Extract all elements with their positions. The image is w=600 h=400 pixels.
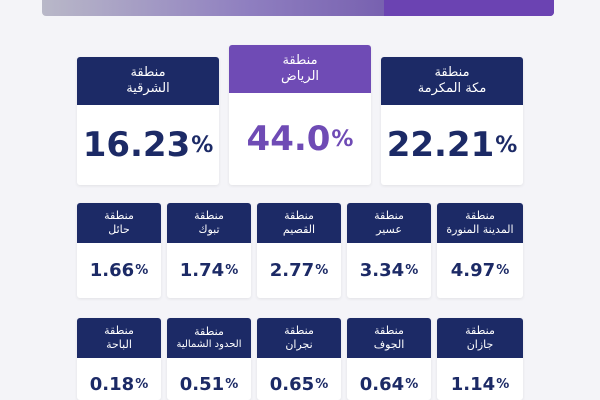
- region-card-tabuk: منطقة تبوك 1.74%: [167, 203, 251, 298]
- percent-sign: %: [496, 376, 510, 392]
- region-percentage: 0.65%: [257, 358, 341, 400]
- region-card-baha: منطقة الباحة 0.18%: [77, 318, 161, 400]
- percentage-value: 0.18: [89, 373, 135, 395]
- header-banner-band: [384, 0, 554, 16]
- percentage-value: 0.51: [179, 373, 225, 395]
- region-card-najran: منطقة نجران 0.65%: [257, 318, 341, 400]
- percent-sign: %: [405, 376, 419, 392]
- region-card-header: منطقة نجران: [257, 318, 341, 358]
- region-card-makkah: منطقة مكة المكرمة 22.21%: [381, 57, 523, 185]
- region-card-madinah: منطقة المدينة المنورة 4.97%: [437, 203, 523, 298]
- region-percentage: 44.0%: [229, 93, 371, 185]
- region-percentage: 4.97%: [437, 243, 523, 298]
- percentage-value: 22.21: [386, 125, 495, 165]
- region-name: الشرقية: [126, 81, 170, 96]
- region-name: المدينة المنورة: [446, 223, 514, 236]
- region-percentage: 1.14%: [437, 358, 523, 400]
- region-percentage: 2.77%: [257, 243, 341, 298]
- percent-sign: %: [331, 126, 354, 152]
- region-label-prefix: منطقة: [465, 324, 495, 338]
- region-percentage: 3.34%: [347, 243, 431, 298]
- percentage-value: 3.34: [359, 260, 405, 281]
- region-card-header: منطقة جازان: [437, 318, 523, 358]
- region-name: تبوك: [198, 223, 220, 236]
- percentage-value: 2.77: [269, 260, 315, 281]
- region-percentage: 22.21%: [381, 105, 523, 185]
- region-card-header: منطقة مكة المكرمة: [381, 57, 523, 105]
- region-name: مكة المكرمة: [417, 81, 487, 96]
- region-label-prefix: منطقة: [130, 64, 166, 80]
- region-name: حائل: [108, 223, 130, 236]
- region-card-header: منطقة الحدود الشمالية: [167, 318, 251, 358]
- region-card-header: منطقة القصيم: [257, 203, 341, 243]
- region-name: جازان: [466, 338, 494, 351]
- region-name: نجران: [285, 338, 313, 351]
- percent-sign: %: [496, 263, 510, 278]
- percent-sign: %: [225, 263, 239, 278]
- percent-sign: %: [315, 263, 329, 278]
- region-label-prefix: منطقة: [374, 209, 404, 223]
- header-banner-image: [42, 0, 554, 16]
- region-label-prefix: منطقة: [104, 209, 134, 223]
- percent-sign: %: [191, 132, 214, 158]
- region-card-header: منطقة عسير: [347, 203, 431, 243]
- region-card-jouf: منطقة الجوف 0.64%: [347, 318, 431, 400]
- region-percentage: 0.18%: [77, 358, 161, 400]
- region-name: الحدود الشمالية: [176, 338, 242, 350]
- region-card-header: منطقة المدينة المنورة: [437, 203, 523, 243]
- percentage-value: 44.0: [246, 119, 331, 159]
- region-name: عسير: [376, 223, 402, 236]
- percent-sign: %: [405, 263, 419, 278]
- region-card-header: منطقة الجوف: [347, 318, 431, 358]
- percent-sign: %: [495, 132, 518, 158]
- region-label-prefix: منطقة: [465, 209, 495, 223]
- region-card-hail: منطقة حائل 1.66%: [77, 203, 161, 298]
- percentage-value: 0.64: [359, 373, 405, 395]
- region-percentage: 16.23%: [77, 105, 219, 185]
- region-card-riyadh: منطقة الرياض 44.0%: [229, 45, 371, 185]
- region-name: الباحة: [106, 338, 132, 351]
- region-name: الجوف: [373, 338, 405, 351]
- percent-sign: %: [315, 376, 329, 392]
- region-card-jazan: منطقة جازان 1.14%: [437, 318, 523, 400]
- region-card-header: منطقة تبوك: [167, 203, 251, 243]
- region-name: الرياض: [280, 69, 320, 84]
- region-card-header: منطقة الشرقية: [77, 57, 219, 105]
- region-label-prefix: منطقة: [104, 324, 134, 338]
- region-card-header: منطقة حائل: [77, 203, 161, 243]
- percent-sign: %: [225, 376, 239, 392]
- region-card-header: منطقة الباحة: [77, 318, 161, 358]
- region-label-prefix: منطقة: [284, 324, 314, 338]
- percentage-value: 4.97: [450, 260, 496, 281]
- region-card-header: منطقة الرياض: [229, 45, 371, 93]
- region-percentage: 1.66%: [77, 243, 161, 298]
- percentage-value: 0.65: [269, 373, 315, 395]
- region-card-northern-borders: منطقة الحدود الشمالية 0.51%: [167, 318, 251, 400]
- region-label-prefix: منطقة: [194, 324, 224, 338]
- region-label-prefix: منطقة: [374, 324, 404, 338]
- region-label-prefix: منطقة: [194, 209, 224, 223]
- region-percentage: 0.51%: [167, 358, 251, 400]
- region-percentage: 0.64%: [347, 358, 431, 400]
- region-card-qassim: منطقة القصيم 2.77%: [257, 203, 341, 298]
- percentage-value: 1.14: [450, 373, 496, 395]
- region-label-prefix: منطقة: [282, 52, 318, 68]
- region-label-prefix: منطقة: [434, 64, 470, 80]
- region-card-eastern: منطقة الشرقية 16.23%: [77, 57, 219, 185]
- region-name: القصيم: [282, 223, 316, 236]
- percentage-value: 1.66: [89, 260, 135, 281]
- percentage-value: 1.74: [179, 260, 225, 281]
- region-percentage: 1.74%: [167, 243, 251, 298]
- percentage-value: 16.23: [82, 125, 191, 165]
- region-label-prefix: منطقة: [284, 209, 314, 223]
- percent-sign: %: [135, 376, 149, 392]
- region-card-asir: منطقة عسير 3.34%: [347, 203, 431, 298]
- percent-sign: %: [135, 263, 149, 278]
